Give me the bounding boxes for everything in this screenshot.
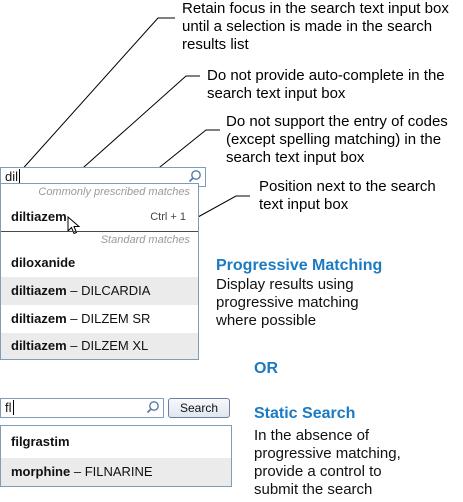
callout-codes: Do not support the entry of codes (excep… xyxy=(226,113,448,166)
result-item[interactable]: filgrastim xyxy=(1,427,231,457)
callout-focus: Retain focus in the search text input bo… xyxy=(182,0,449,53)
result-brand: FILNARINE xyxy=(84,464,153,479)
result-name: diltiazem xyxy=(11,338,67,353)
static-results-list: filgrastim morphine – FILNARINE xyxy=(0,425,232,487)
progressive-description: Display results using progressive matchi… xyxy=(216,276,359,329)
result-dash: – xyxy=(66,283,82,298)
result-brand: DILZEM SR xyxy=(81,311,151,326)
result-dash: – xyxy=(66,311,82,326)
result-item[interactable]: morphine – FILNARINE xyxy=(1,458,231,486)
magnifier-icon xyxy=(146,401,159,414)
standard-matches-label: Standard matches xyxy=(100,234,190,246)
result-brand: DILZEM XL xyxy=(81,338,149,353)
result-name: diltiazem xyxy=(11,311,67,326)
static-heading: Static Search xyxy=(254,405,356,422)
result-item[interactable]: diloxanide xyxy=(1,249,198,277)
result-item[interactable]: diltiazem – DILZEM XL xyxy=(1,333,198,359)
common-matches-label: Commonly prescribed matches xyxy=(38,186,190,198)
result-item-common[interactable]: diltiazem Ctrl + 1 xyxy=(1,206,198,228)
shortcut-label: Ctrl + 1 xyxy=(150,211,186,223)
static-search-input[interactable]: fl xyxy=(0,398,164,418)
progressive-heading: Progressive Matching xyxy=(216,257,383,274)
result-dash: – xyxy=(66,338,82,353)
search-input-value: dil xyxy=(5,169,19,184)
static-description: In the absence of progressive matching, … xyxy=(254,427,401,498)
result-item[interactable]: diltiazem – DILZEM SR xyxy=(1,305,198,333)
static-search-value: fl xyxy=(5,400,12,415)
result-brand: DILCARDIA xyxy=(81,283,151,298)
callout-autocomplete: Do not provide auto-complete in the sear… xyxy=(207,67,445,102)
result-dash: – xyxy=(70,464,85,479)
search-button[interactable]: Search xyxy=(168,398,230,418)
result-name: filgrastim xyxy=(11,434,70,449)
result-name: diltiazem xyxy=(11,283,67,298)
result-name: morphine xyxy=(11,464,71,479)
result-item[interactable]: diltiazem – DILCARDIA xyxy=(1,277,198,305)
results-dropdown: Commonly prescribed matches diltiazem Ct… xyxy=(0,183,199,360)
or-label: OR xyxy=(254,360,278,377)
result-name: diloxanide xyxy=(11,255,76,270)
section-divider xyxy=(1,231,198,232)
result-name: diltiazem xyxy=(11,209,67,224)
callout-position: Position next to the search text input b… xyxy=(259,178,436,213)
magnifier-icon[interactable] xyxy=(188,169,202,183)
mouse-cursor-icon xyxy=(67,216,81,235)
